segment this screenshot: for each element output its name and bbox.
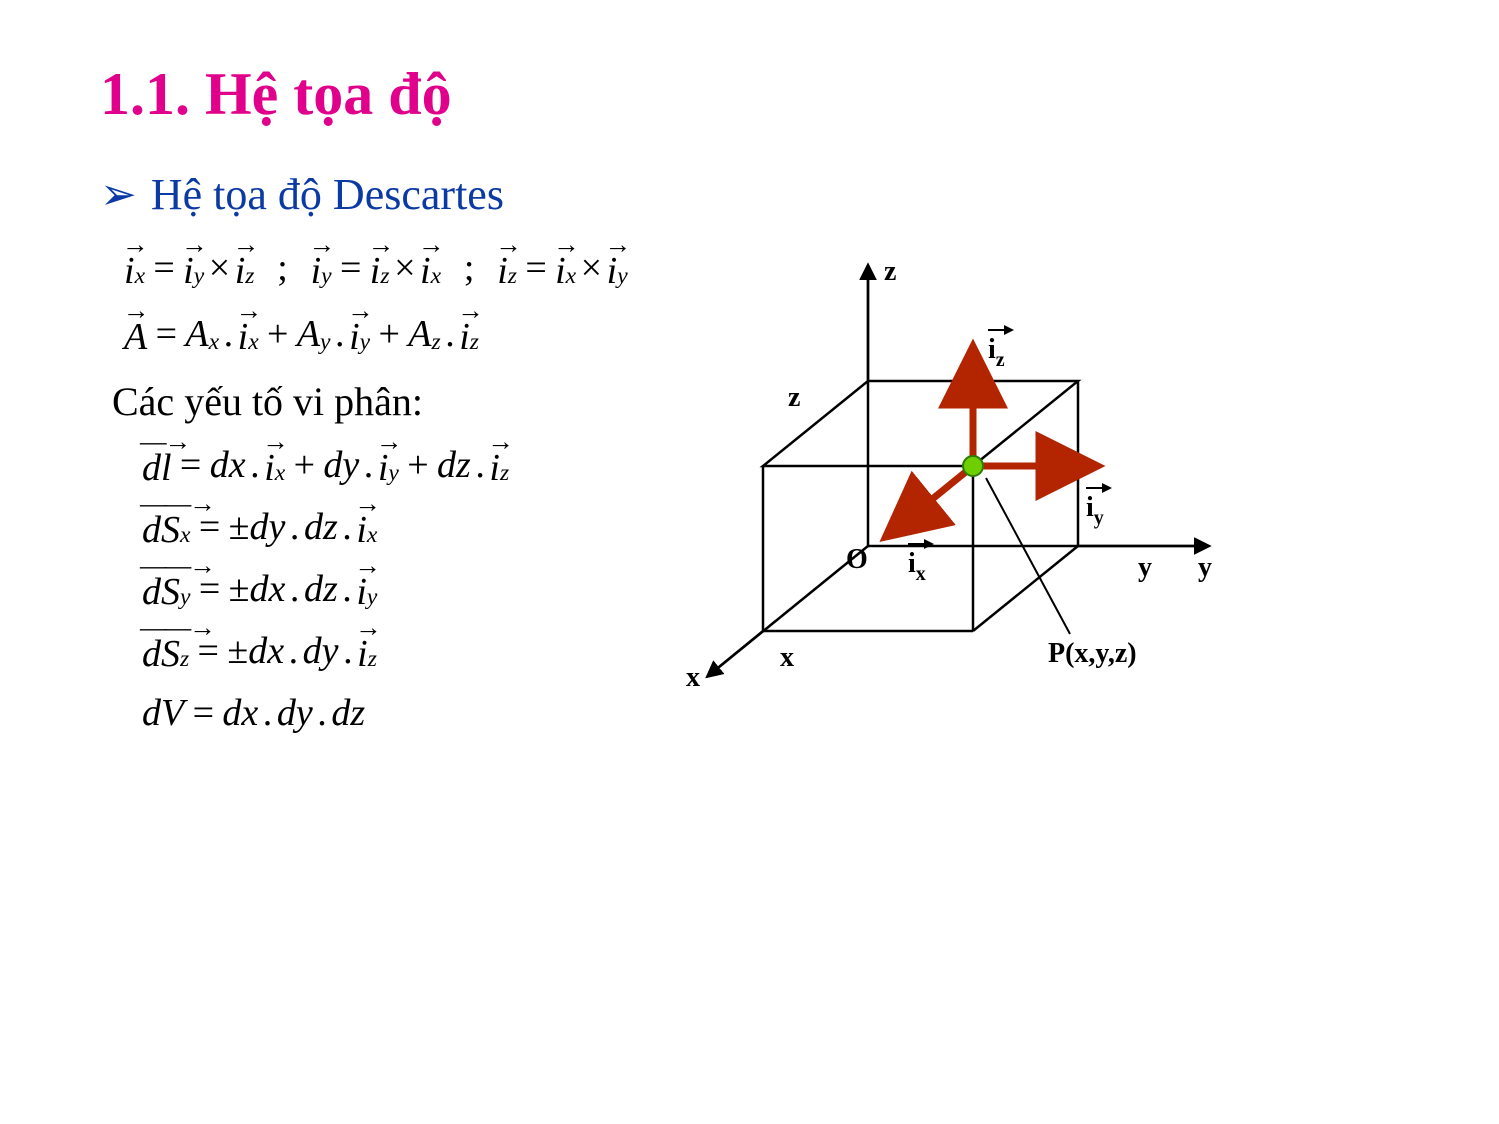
label-ix: ix	[908, 544, 932, 585]
eq-dsx: ——→dSx = ±dy.dz. →ix	[124, 505, 628, 549]
content-row: →ix = →iy × →iz ; →iy = →iz × →ix ; →iz …	[100, 246, 1399, 735]
label-y-tick: y	[1138, 552, 1152, 583]
label-origin: O	[846, 544, 868, 575]
diagram-labels: O z y x z y x P(x,y,z)	[686, 256, 1212, 693]
eq-vector-a: →A = Ax. →ix + Ay. →iy + Az. →iz	[124, 312, 628, 356]
eq-intro-text: Các yếu tố vi phân:	[112, 378, 628, 425]
label-p: P(x,y,z)	[1048, 638, 1137, 669]
eq-dsy: ——→dSy = ±dx.dz. →iy	[124, 567, 628, 611]
slide: 1.1. Hệ tọa độ ➢ Hệ tọa độ Descartes →ix…	[0, 0, 1499, 1124]
eq-dsz: ——→dSz = ±dx.dy. →iz	[124, 629, 628, 673]
bullet-row: ➢ Hệ tọa độ Descartes	[100, 169, 1399, 222]
section-heading: 1.1. Hệ tọa độ	[100, 60, 1399, 129]
bullet-triangle-icon: ➢	[100, 173, 137, 217]
label-z-tick: z	[788, 382, 800, 413]
svg-text:iy: iy	[1086, 492, 1104, 529]
svg-text:iz: iz	[988, 334, 1005, 371]
bullet-text: Hệ tọa độ Descartes	[151, 169, 504, 222]
cartesian-3d-diagram: O z y x z y x P(x,y,z) iz	[668, 246, 1228, 726]
diagram-column: O z y x z y x P(x,y,z) iz	[668, 246, 1228, 731]
point-p	[963, 456, 983, 476]
eq-dv: dV = dx.dy.dz	[124, 691, 628, 735]
label-iy: iy	[1086, 488, 1110, 529]
label-x-far: x	[686, 662, 700, 693]
equations-column: →ix = →iy × →iz ; →iy = →iz × →ix ; →iz …	[100, 246, 628, 735]
eq-cross-products: →ix = →iy × →iz ; →iy = →iz × →ix ; →iz …	[124, 246, 628, 290]
label-z-far: z	[884, 256, 896, 287]
eq-dl: —→dl = dx. →ix + dy. →iy + dz. →iz	[124, 443, 628, 487]
svg-text:ix: ix	[908, 548, 926, 585]
label-x-tick: x	[780, 642, 794, 673]
label-iz: iz	[988, 330, 1012, 371]
label-y-far: y	[1198, 552, 1212, 583]
